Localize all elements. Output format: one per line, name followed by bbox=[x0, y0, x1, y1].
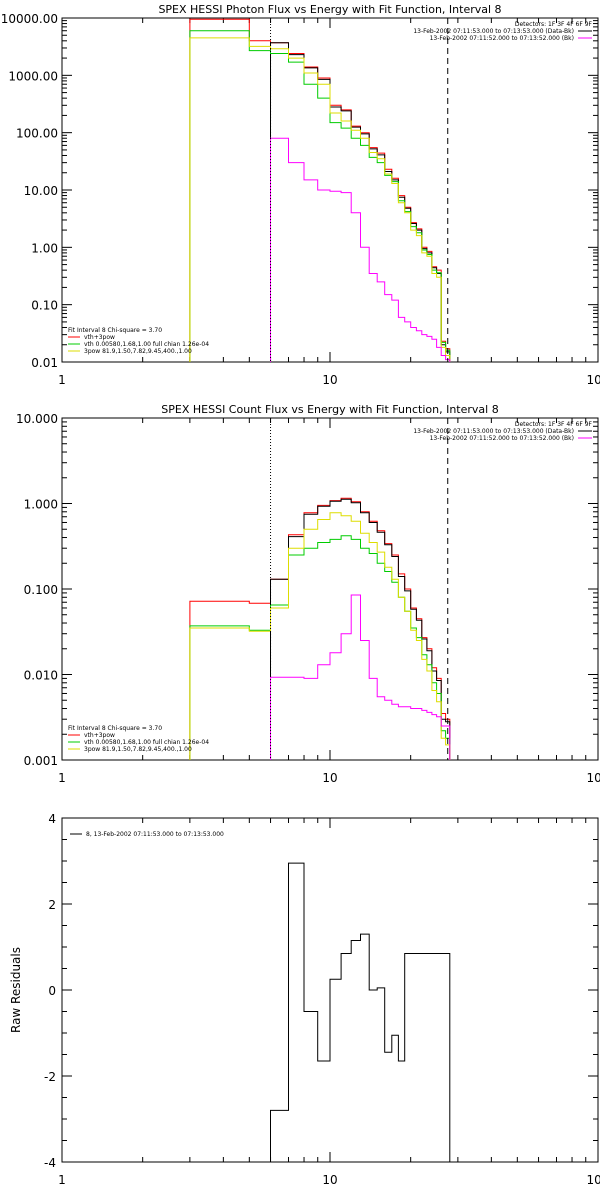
x-tick-label: 1 bbox=[58, 771, 66, 785]
fit-line-label: vth+3pow bbox=[84, 732, 115, 739]
y-tick-label: 10.00 bbox=[24, 184, 58, 198]
x-tick-label: 10 bbox=[322, 771, 337, 785]
y-tick-label: -2 bbox=[44, 1070, 56, 1084]
fit-line-label: vth 0.00580,1.68,1.00 full chian 1.26e-0… bbox=[84, 739, 209, 746]
x-tick-label: 100 bbox=[587, 373, 600, 387]
fit-line-label: 3pow 81.9,1.50,7.82,9.45,400.,1.00 bbox=[84, 348, 192, 355]
legend-label: 8, 13-Feb-2002 07:11:53.000 to 07:13:53.… bbox=[86, 831, 224, 838]
series-line-2 bbox=[270, 498, 451, 760]
x-tick-label: 10 bbox=[322, 373, 337, 387]
y-tick-label: 4 bbox=[48, 812, 56, 826]
x-tick-label: 10 bbox=[322, 1173, 337, 1187]
plot-area bbox=[189, 18, 451, 362]
series-line-3 bbox=[189, 535, 451, 760]
plot-frame bbox=[61, 417, 599, 761]
chart-3: 1 10 100 -4 -2 0 2 4 Raw Residuals 8, 13-Feb-2002… bbox=[9, 812, 600, 1187]
fit-line-label: vth 0.00580,1.68,1.00 full chian 1.26e-0… bbox=[84, 341, 209, 348]
legend-top-label: 13-Feb-2002 07:11:53.000 to 07:13:53.000… bbox=[413, 428, 574, 435]
x-tick-label: 1 bbox=[58, 1173, 66, 1187]
legend-top-label: 13-Feb-2002 07:11:52.000 to 07:13:52.000… bbox=[430, 435, 574, 442]
series-line-5 bbox=[270, 137, 451, 362]
fit-line-label: vth+3pow bbox=[84, 334, 115, 341]
y-tick-label: 0.01 bbox=[31, 356, 58, 370]
series-line-3 bbox=[189, 30, 451, 362]
y-tick-label: 100.00 bbox=[16, 127, 58, 141]
y-tick-label: 10000.00 bbox=[1, 12, 58, 26]
y-tick-label: 10.000 bbox=[16, 412, 58, 426]
chart-2: SPEX HESSI Count Flux vs Energy with Fit… bbox=[16, 403, 600, 785]
fit-line-label: 3pow 81.9,1.50,7.82,9.45,400.,1.00 bbox=[84, 746, 192, 753]
plot-area bbox=[270, 862, 451, 1162]
legend-top-label: 13-Feb-2002 07:11:52.000 to 07:13:52.000… bbox=[430, 35, 574, 42]
y-tick-label: 1.000 bbox=[24, 498, 58, 512]
y-axis-label: Raw Residuals bbox=[9, 947, 23, 1033]
detectors-label: Detectors: 1F 3F 4F 6F 9F bbox=[515, 421, 593, 428]
legend-top-label: 13-Feb-2002 07:11:53.000 to 07:13:53.000… bbox=[413, 28, 574, 35]
series-line-1 bbox=[270, 862, 451, 1162]
fit-line-label: Fit Interval 8 Chi-square = 3.70 bbox=[68, 327, 162, 334]
chart-title: SPEX HESSI Count Flux vs Energy with Fit… bbox=[161, 403, 498, 416]
y-tick-label: 2 bbox=[48, 898, 56, 912]
x-tick-label: 1 bbox=[58, 373, 66, 387]
y-tick-label: 0.001 bbox=[24, 754, 58, 768]
chart-title: SPEX HESSI Photon Flux vs Energy with Fi… bbox=[158, 3, 501, 16]
plot-area bbox=[189, 418, 451, 760]
x-tick-label: 100 bbox=[587, 771, 600, 785]
y-tick-label: 0.010 bbox=[24, 669, 58, 683]
y-tick-label: 1000.00 bbox=[8, 69, 58, 83]
y-tick-label: 0 bbox=[48, 984, 56, 998]
y-tick-label: 0.10 bbox=[31, 299, 58, 313]
series-line-1 bbox=[189, 18, 451, 362]
y-tick-label: 1.00 bbox=[31, 241, 58, 255]
fit-line-label: Fit Interval 8 Chi-square = 3.70 bbox=[68, 725, 162, 732]
y-tick-label: 0.100 bbox=[24, 583, 58, 597]
y-tick-label: -4 bbox=[44, 1156, 56, 1170]
detectors-label: Detectors: 1F 3F 4F 6F 9F bbox=[515, 21, 593, 28]
series-line-4 bbox=[189, 512, 451, 760]
chart-1: SPEX HESSI Photon Flux vs Energy with Fi… bbox=[1, 3, 600, 387]
series-line-4 bbox=[189, 37, 451, 362]
series-line-2 bbox=[270, 42, 451, 362]
x-tick-label: 100 bbox=[587, 1173, 600, 1187]
series-line-5 bbox=[270, 594, 451, 760]
